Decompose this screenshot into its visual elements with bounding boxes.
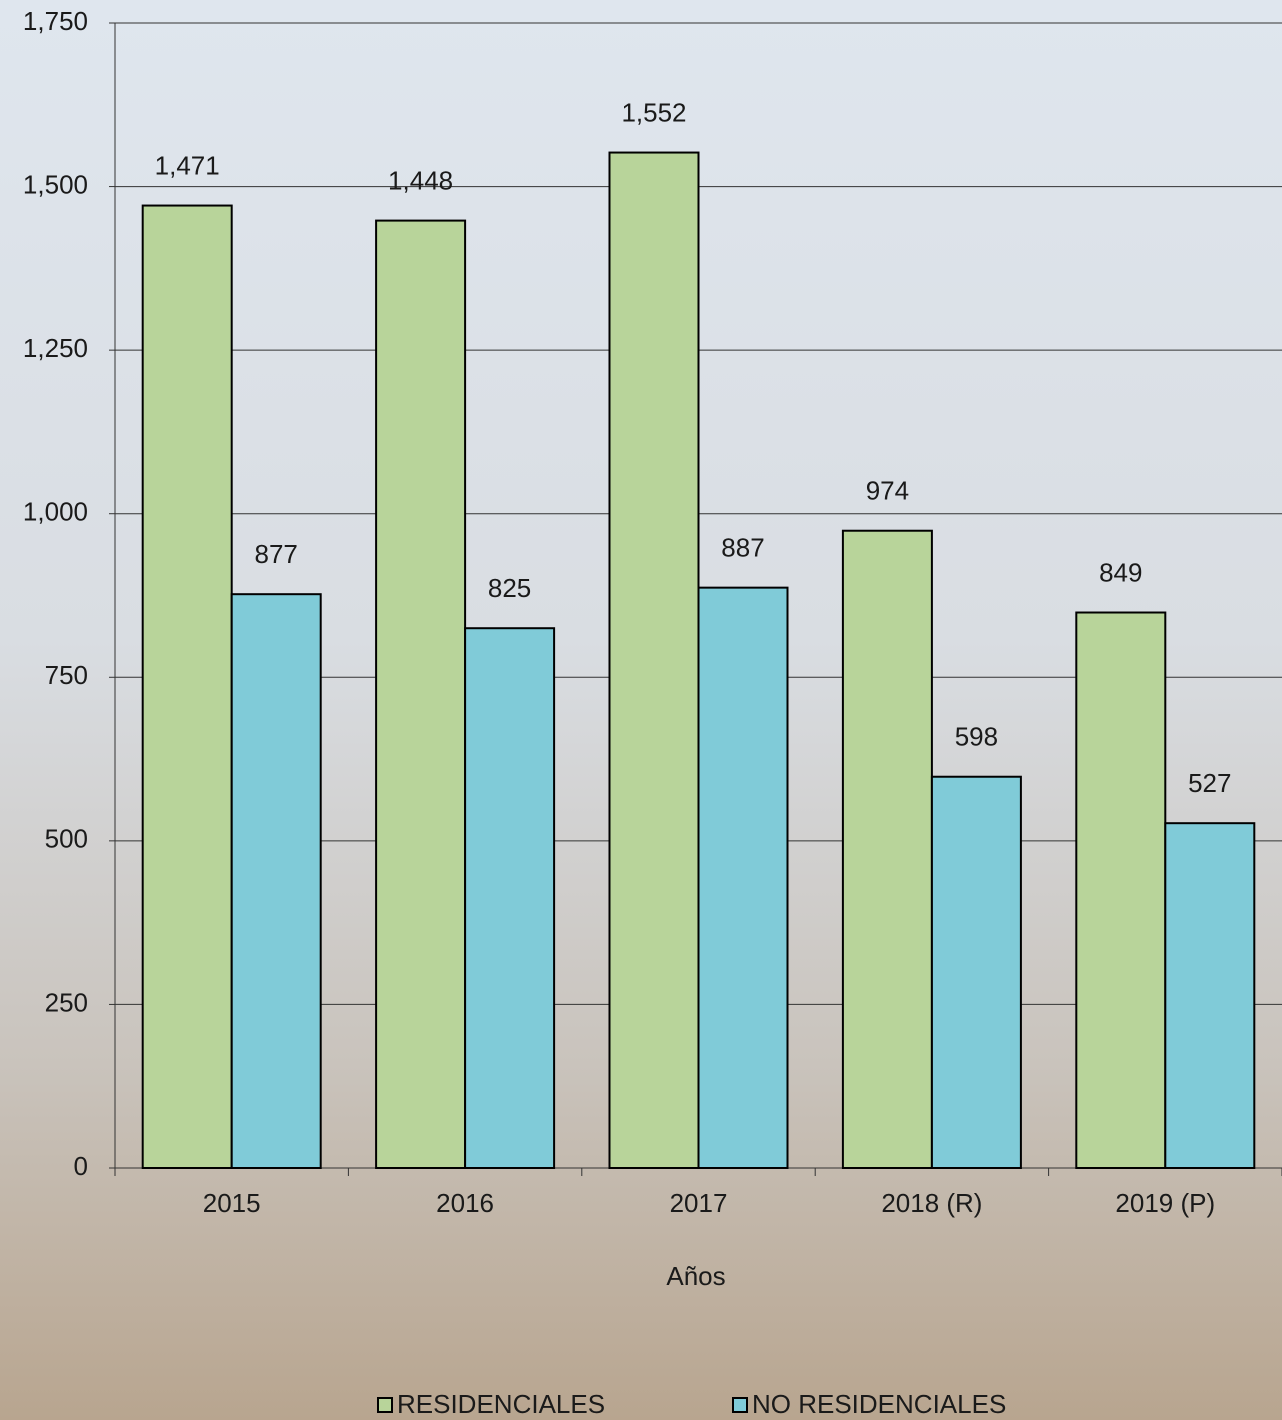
data-label: 877	[255, 539, 298, 569]
bar	[1075, 611, 1167, 1169]
y-tick-label: 750	[45, 660, 88, 690]
bar	[930, 775, 1022, 1169]
data-label: 1,552	[621, 97, 686, 127]
y-tick-label: 500	[45, 824, 88, 854]
bar	[841, 529, 933, 1169]
x-tick-label: 2018 (R)	[881, 1188, 982, 1218]
data-label: 849	[1099, 557, 1142, 587]
legend-label: NO RESIDENCIALES	[752, 1389, 1006, 1419]
legend-label: RESIDENCIALES	[397, 1389, 605, 1419]
x-axis-title: Años	[666, 1261, 725, 1291]
bar	[697, 586, 789, 1169]
legend-swatch	[732, 1397, 748, 1413]
data-label: 598	[955, 722, 998, 752]
x-tick-label: 2015	[203, 1188, 261, 1218]
y-tick-label: 250	[45, 987, 88, 1017]
bar	[230, 593, 322, 1169]
y-tick-label: 0	[74, 1151, 88, 1181]
data-label: 887	[721, 533, 764, 563]
data-label: 527	[1188, 768, 1231, 798]
y-tick-label: 1,750	[23, 6, 88, 36]
data-label: 1,448	[388, 165, 453, 195]
data-label: 1,471	[155, 150, 220, 180]
y-tick-label: 1,500	[23, 169, 88, 199]
bar	[141, 204, 233, 1169]
x-tick-label: 2019 (P)	[1115, 1188, 1215, 1218]
y-tick-label: 1,250	[23, 333, 88, 363]
legend-swatch	[377, 1397, 393, 1413]
bar	[1164, 822, 1256, 1169]
x-tick-label: 2016	[436, 1188, 494, 1218]
data-label: 825	[488, 573, 531, 603]
data-label: 974	[866, 476, 909, 506]
bar	[375, 219, 467, 1169]
bar	[464, 627, 556, 1169]
y-tick-label: 1,000	[23, 497, 88, 527]
x-tick-label: 2017	[670, 1188, 728, 1218]
bar	[608, 151, 700, 1169]
